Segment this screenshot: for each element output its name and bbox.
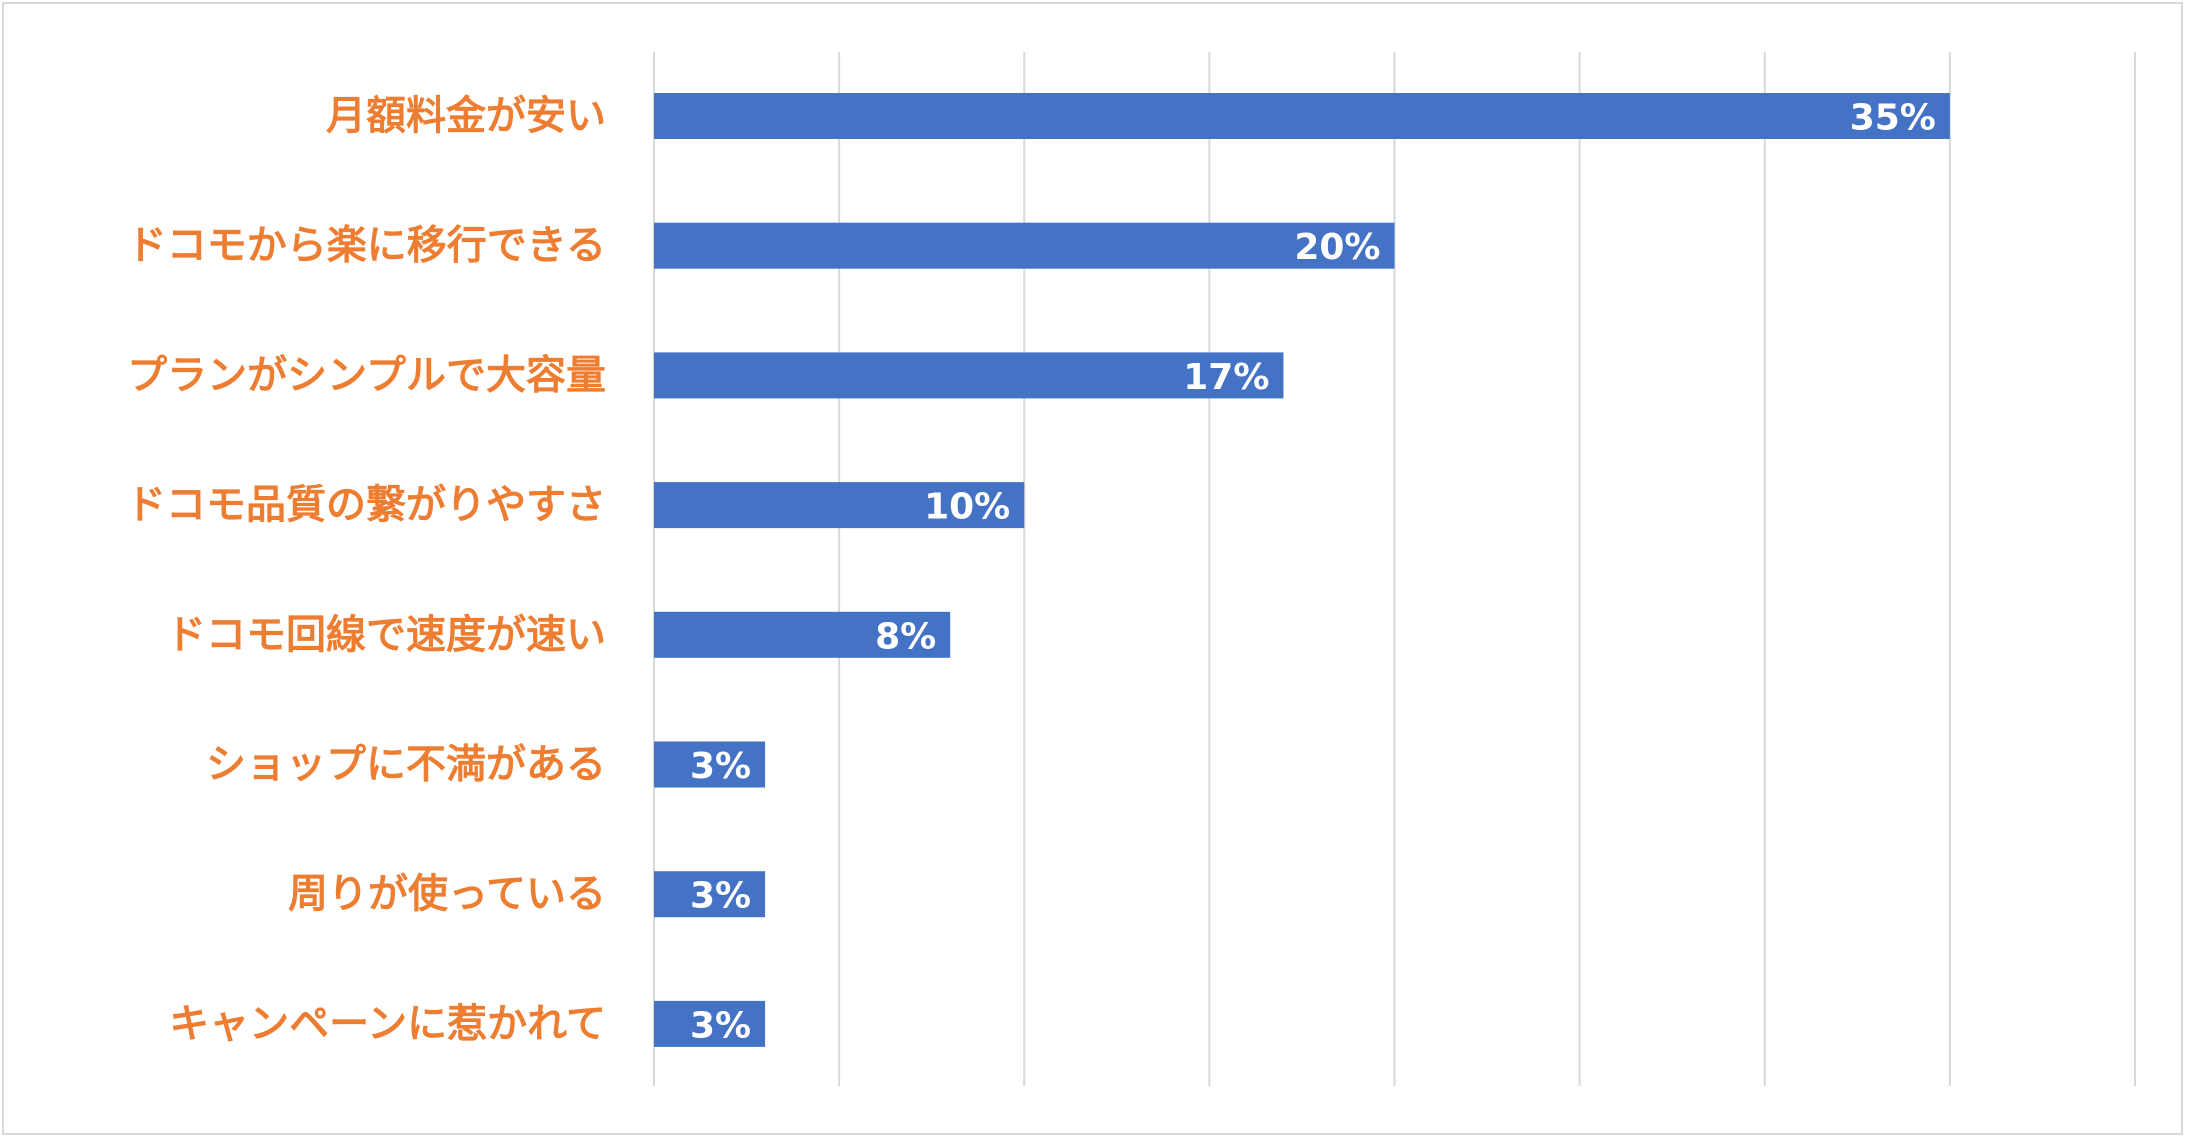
gridlines: [653, 52, 2136, 1086]
bar-6: [654, 871, 766, 918]
category-label-5: ショップに不満がある: [206, 742, 606, 788]
category-label-7: キャンペーンに惹かれて: [169, 1001, 606, 1047]
category-label-2: プランがシンプルで大容量: [127, 352, 606, 398]
data-label-5: 3%: [690, 746, 751, 787]
bar-4: [654, 611, 951, 658]
data-label-3: 10%: [924, 487, 1010, 528]
data-label-7: 3%: [690, 1005, 751, 1046]
bar-2: [654, 352, 1284, 399]
bar-0: [654, 93, 1950, 139]
data-label-2: 17%: [1183, 357, 1269, 398]
category-label-3: ドコモ品質の繋がりやすさ: [126, 482, 606, 528]
data-labels: 35% 20% 17% 10% 8% 3% 3% 3%: [690, 98, 1936, 1047]
bars: [654, 93, 1950, 1047]
bar-7: [654, 1000, 766, 1047]
bar-3: [654, 482, 1025, 529]
category-label-6: 周りが使っている: [288, 871, 606, 917]
bar-1: [654, 222, 1395, 269]
data-label-6: 3%: [690, 876, 751, 917]
data-label-1: 20%: [1294, 227, 1380, 268]
category-label-4: ドコモ回線で速度が速い: [166, 612, 606, 658]
category-label-1: ドコモから楽に移行できる: [127, 223, 606, 269]
category-labels: 月額料金が安いドコモから楽に移行できるプランがシンプルで大容量ドコモ品質の繋がり…: [126, 93, 606, 1047]
data-label-0: 35%: [1850, 98, 1936, 139]
data-label-4: 8%: [875, 616, 936, 657]
category-label-0: 月額料金が安い: [326, 93, 606, 139]
bar-5: [654, 741, 766, 788]
